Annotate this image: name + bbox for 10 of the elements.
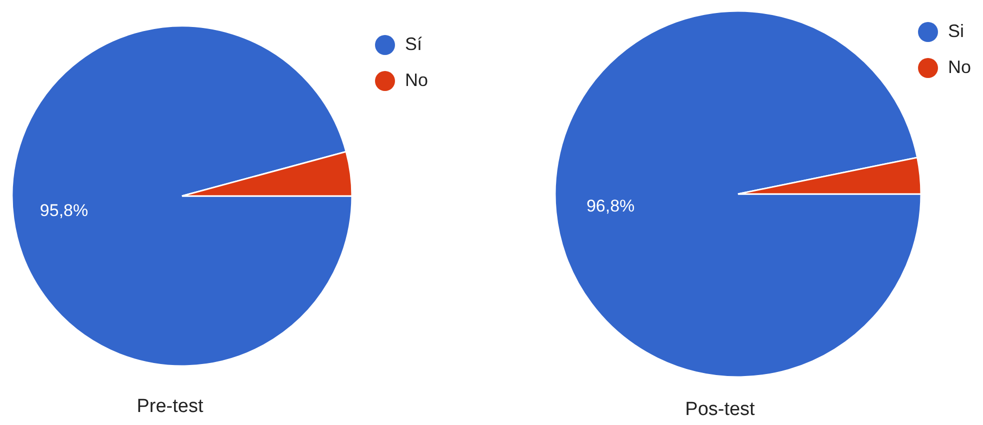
legend-label: No xyxy=(405,70,428,90)
text: Pre-test xyxy=(136,396,204,417)
text: Pos-test xyxy=(685,399,756,420)
pie-slice xyxy=(554,10,922,378)
legend-label: Sí xyxy=(405,34,422,54)
legend-label: No xyxy=(948,56,972,77)
data-label: 95,8% xyxy=(40,201,88,220)
legend-label: Si xyxy=(948,20,964,41)
pie-slice xyxy=(12,25,353,367)
data-label: 96,8% xyxy=(586,196,635,216)
